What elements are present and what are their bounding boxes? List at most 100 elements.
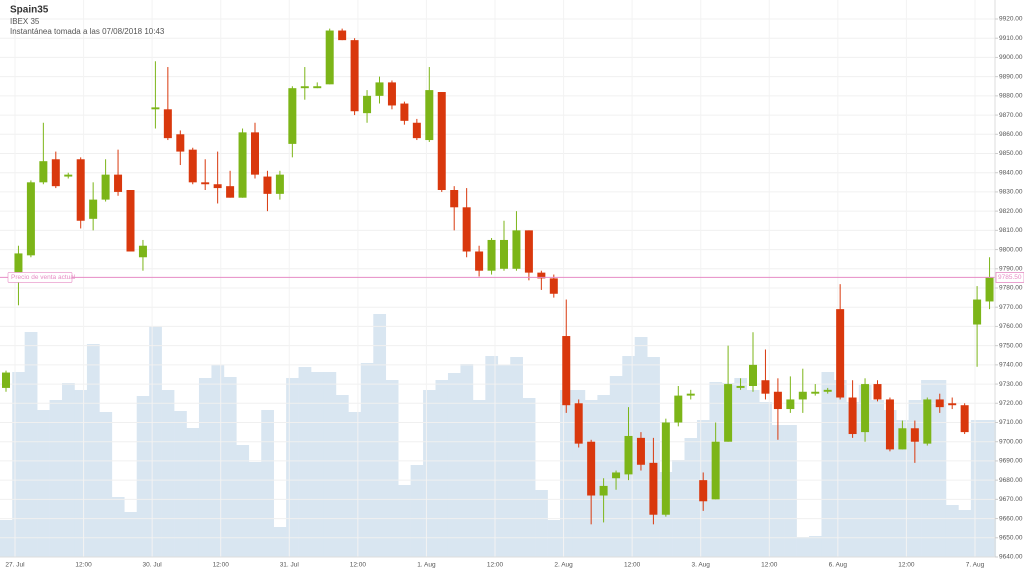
x-tick-label: 12:00 [761, 562, 778, 569]
volume-bar [198, 378, 212, 557]
x-tick-label: 12:00 [624, 562, 641, 569]
candle-body [400, 103, 409, 121]
candle-body [823, 389, 832, 392]
volume-bar [111, 497, 125, 557]
volume-bar [597, 395, 611, 557]
volume-bar [933, 380, 947, 557]
candle-body [350, 40, 359, 112]
candle-body [910, 428, 919, 442]
candle-body [475, 251, 484, 271]
y-tick-label: 9880.00 [999, 93, 1023, 100]
volume-bar [522, 398, 536, 557]
candle-body [935, 399, 944, 408]
grid-layer [0, 0, 995, 558]
candle-body [51, 159, 60, 187]
candle-body [363, 95, 372, 114]
candle-body [798, 391, 807, 400]
candle-body [163, 109, 172, 139]
volume-bar [771, 425, 785, 557]
candle-body [574, 403, 583, 444]
y-tick-label: 9670.00 [999, 496, 1023, 503]
y-tick-label: 9640.00 [999, 554, 1023, 561]
y-tick-label: 9680.00 [999, 477, 1023, 484]
current-price-value: 9785.50 [998, 274, 1022, 281]
candle-body [724, 384, 733, 442]
candle-body [686, 393, 695, 396]
candle-body [699, 480, 708, 502]
candle-body [313, 86, 322, 89]
candle-body [251, 132, 259, 175]
volume-bar [0, 520, 13, 557]
y-tick-label: 9790.00 [999, 266, 1023, 273]
candle-body [101, 174, 110, 200]
candle-body [213, 184, 222, 189]
candle-body [238, 132, 247, 198]
y-tick-label: 9770.00 [999, 304, 1023, 311]
x-tick-label: 12:00 [898, 562, 915, 569]
y-tick-label: 9870.00 [999, 112, 1023, 119]
candle-body [624, 435, 633, 475]
current-price-tag: Precio de venta actual [11, 274, 76, 281]
volume-bar [485, 356, 499, 557]
candle-body [923, 399, 932, 444]
candle-body [89, 199, 98, 219]
candle-body [450, 190, 459, 208]
volume-bar [24, 332, 38, 557]
candle-body [412, 122, 421, 139]
y-tick-label: 9740.00 [999, 362, 1023, 369]
candle-body [524, 230, 533, 273]
volume-bar [273, 527, 287, 557]
volume-bar [809, 536, 822, 557]
candle-body [188, 149, 197, 183]
volume-bar [958, 510, 972, 557]
candle-body [26, 182, 35, 256]
volume-bar [12, 372, 25, 557]
y-tick-label: 9750.00 [999, 342, 1023, 349]
volume-bar [784, 425, 797, 557]
y-tick-label: 9860.00 [999, 131, 1023, 138]
candle-body [64, 174, 73, 177]
volume-bar [62, 383, 75, 557]
volume-bar [759, 402, 772, 557]
volume-bar [335, 395, 349, 557]
candle-body [375, 82, 384, 96]
volume-bar [49, 400, 63, 557]
volume-bar [398, 485, 411, 557]
candle-body [151, 107, 160, 110]
candle-body [387, 82, 396, 106]
candle-body [674, 395, 683, 423]
x-tick-label: 3. Aug [691, 562, 710, 569]
volume-bar [547, 520, 561, 557]
current-price-tag-bg [7, 272, 73, 283]
volume-bar [423, 390, 436, 557]
candle-body [512, 230, 521, 269]
candle-body [300, 86, 309, 89]
y-tick-label: 9920.00 [999, 16, 1023, 23]
volume-bar [983, 420, 997, 557]
candle-body [138, 245, 147, 258]
x-tick-label: 12:00 [487, 562, 504, 569]
candle-body [425, 90, 434, 141]
y-tick-label: 9900.00 [999, 54, 1023, 61]
candle-body [873, 384, 882, 400]
candle-body [587, 441, 596, 496]
candle-body [487, 239, 496, 271]
volume-bar [684, 438, 698, 557]
volume-bar [560, 390, 573, 557]
volume-bar [236, 445, 250, 557]
y-tick-label: 9690.00 [999, 458, 1023, 465]
candle-body [761, 380, 770, 394]
volume-bar [447, 373, 461, 557]
candle-body [39, 161, 48, 183]
volume-bar [99, 412, 113, 557]
volume-bar [734, 378, 748, 557]
candle-body [288, 88, 297, 144]
x-tick-label: 2. Aug [554, 562, 573, 569]
candle-body [960, 405, 969, 433]
candle-body [549, 278, 558, 294]
candle-body [462, 207, 471, 252]
candle-layer: Precio de venta actual [0, 28, 995, 525]
candle-body [861, 384, 870, 433]
x-tick-label: 30. Jul [143, 562, 163, 569]
